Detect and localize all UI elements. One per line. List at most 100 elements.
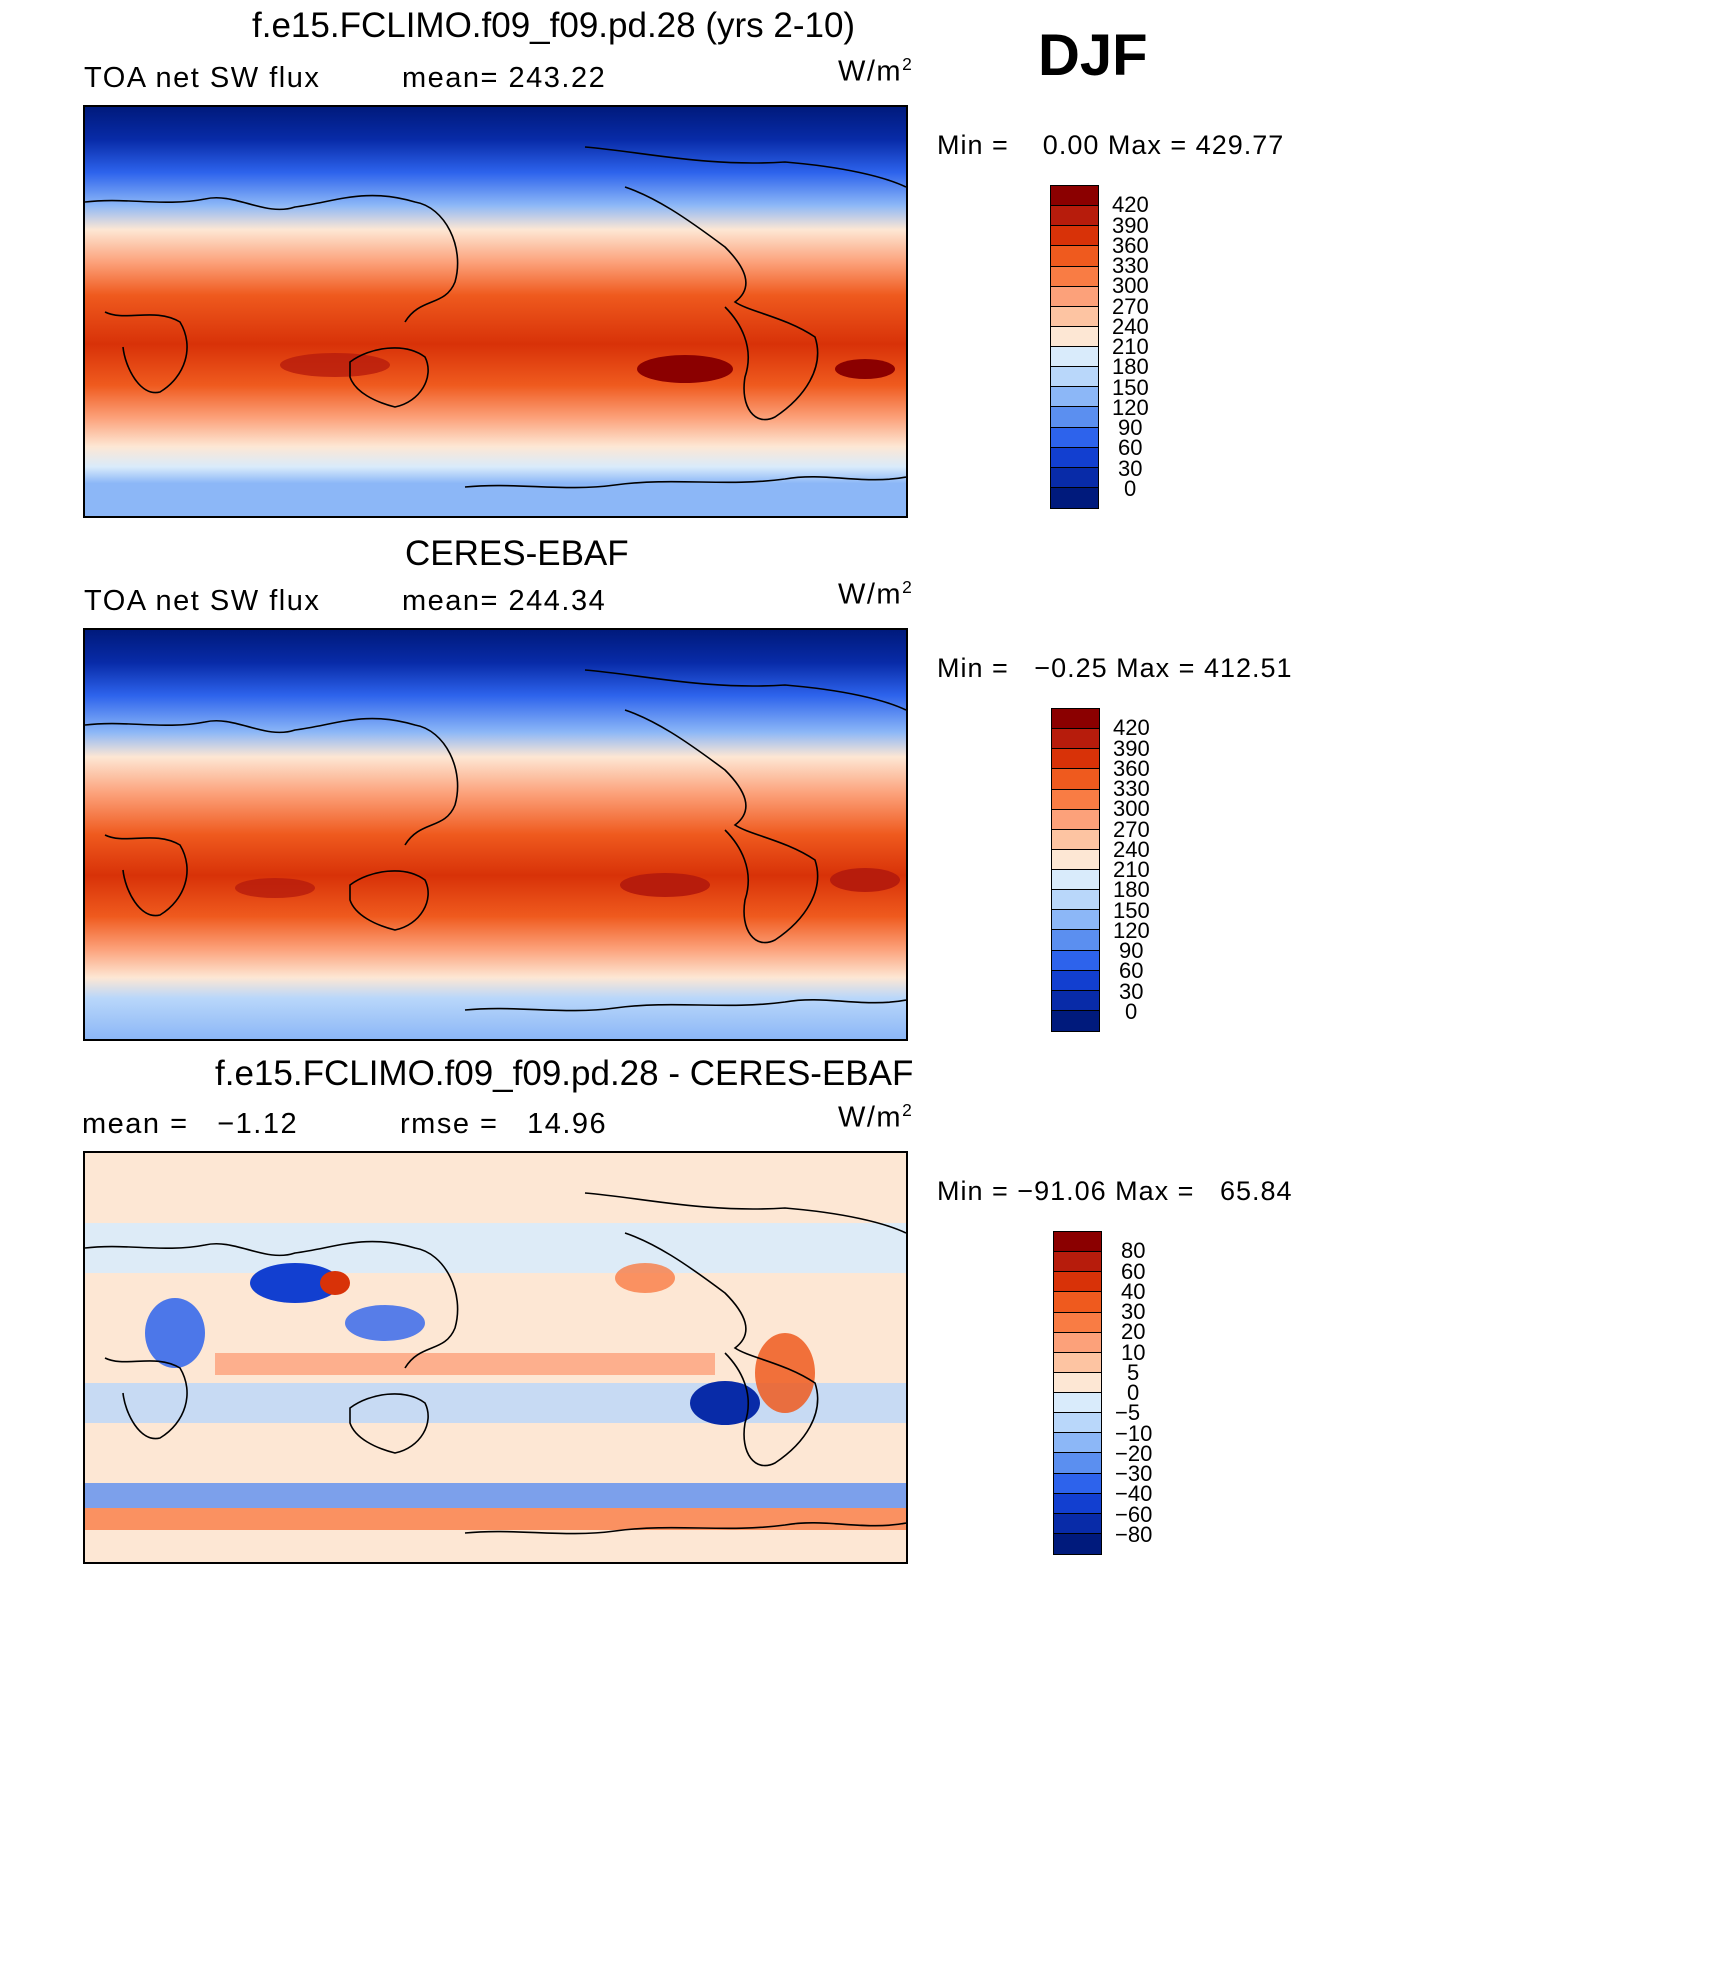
panel-2-colorbar-bin	[1052, 809, 1099, 830]
panel-1-colorbar-bin	[1051, 387, 1098, 408]
panel-3-blob	[250, 1263, 340, 1303]
colorbar-tick-label: −20	[1115, 1440, 1153, 1466]
panel-2-maximum-blob-atlantic	[830, 868, 900, 892]
panel-3-colorbar-bin	[1054, 1252, 1101, 1273]
colorbar-tick-label: 390	[1113, 735, 1150, 761]
panel-2-colorbar-bin	[1052, 890, 1099, 911]
panel-3-blob	[615, 1263, 675, 1293]
panel-3-colorbar-bin	[1054, 1312, 1101, 1333]
panel-3-blob	[690, 1381, 760, 1425]
panel-2-colorbar-bin	[1052, 789, 1099, 810]
panel-3-coastlines	[85, 1192, 906, 1535]
panel-3-colorbar-bin	[1054, 1473, 1101, 1494]
panel-3-field-band	[85, 1223, 906, 1273]
panel-1-maximum-blob	[637, 355, 733, 383]
panel-1-colorbar	[1050, 185, 1099, 509]
panel-1-colorbar-bin	[1051, 186, 1098, 207]
panel-3-colorbar-bin	[1054, 1393, 1101, 1414]
panel-1-variable-label: TOA net SW flux	[84, 62, 321, 94]
colorbar-tick-label: 120	[1113, 917, 1150, 943]
panel-2-field	[85, 630, 906, 1039]
panel-2-colorbar-bin	[1052, 910, 1099, 931]
colorbar-tick-label: −30	[1115, 1461, 1153, 1486]
panel-2-colorbar	[1051, 708, 1100, 1032]
colorbar-tick-label: −10	[1115, 1420, 1153, 1446]
colorbar-tick-label: 0	[1125, 998, 1138, 1024]
panel-2-coastlines	[85, 669, 906, 1012]
panel-3-colorbar-bin	[1054, 1513, 1101, 1534]
panel-3-blob	[145, 1298, 205, 1368]
panel-1-colorbar-bin	[1051, 286, 1098, 307]
panel-1-maximum-blob-atlantic	[835, 359, 895, 379]
colorbar-tick-label: 0	[1127, 1380, 1140, 1405]
panel-1-colorbar-bin	[1051, 226, 1098, 247]
panel-3-blob	[320, 1271, 350, 1295]
panel-2-colorbar-bin	[1052, 990, 1099, 1011]
panel-3-colorbar-bin	[1054, 1453, 1101, 1474]
panel-2-map	[83, 628, 908, 1041]
colorbar-tick-label: 270	[1112, 293, 1149, 319]
panel-3-colorbar-bin	[1054, 1413, 1101, 1434]
colorbar-tick-label: 420	[1113, 715, 1150, 741]
panel-3-units: W/m2	[838, 1100, 914, 1134]
colorbar-tick-label: 0	[1124, 475, 1137, 501]
colorbar-tick-label: 240	[1112, 313, 1149, 339]
colorbar-tick-label: −5	[1115, 1400, 1141, 1426]
panel-2-colorbar-bin	[1052, 849, 1099, 870]
panel-1-min-max: Min = 0.00 Max = 429.77	[937, 130, 1285, 160]
panel-1-title: f.e15.FCLIMO.f09_f09.pd.28 (yrs 2-10)	[252, 6, 856, 45]
panel-1-map	[83, 105, 908, 518]
panel-3-field-band	[85, 1483, 906, 1508]
panel-2-colorbar-bin	[1052, 749, 1099, 770]
panel-1-colorbar-bin	[1051, 326, 1098, 347]
colorbar-tick-label: −80	[1115, 1521, 1153, 1547]
panel-3-colorbar-bin	[1054, 1433, 1101, 1454]
colorbar-tick-label: 150	[1112, 374, 1149, 400]
panel-3-blob	[345, 1305, 425, 1341]
panel-3-rmse-label: rmse = 14.96	[400, 1108, 608, 1140]
panel-1-colorbar-bin	[1051, 447, 1098, 468]
panel-2-colorbar-bin	[1052, 709, 1099, 730]
panel-2-colorbar-bin	[1052, 930, 1099, 951]
panel-2-maximum-blob	[620, 873, 710, 897]
panel-2-colorbar-bin	[1052, 769, 1099, 790]
panel-3-map	[83, 1151, 908, 1564]
panel-1-coastlines	[85, 146, 906, 489]
panel-2-colorbar-bin	[1052, 829, 1099, 850]
panel-2-min-max: Min = −0.25 Max = 412.51	[937, 653, 1293, 683]
colorbar-tick-label: 360	[1112, 232, 1149, 258]
colorbar-tick-label: −60	[1115, 1501, 1153, 1527]
panel-3-field-band	[215, 1353, 715, 1375]
panel-3-min-max: Min = −91.06 Max = 65.84	[937, 1176, 1293, 1206]
colorbar-tick-label: 20	[1121, 1319, 1146, 1345]
colorbar-tick-label: 80	[1121, 1238, 1146, 1264]
panel-3-colorbar-bin	[1054, 1533, 1101, 1554]
panel-3-map-svg	[85, 1153, 906, 1562]
panel-2-title: CERES-EBAF	[405, 534, 629, 573]
panel-1-colorbar-bin	[1051, 367, 1098, 388]
colorbar-tick-label: −40	[1115, 1481, 1153, 1507]
panel-1-colorbar-bin	[1051, 407, 1098, 428]
panel-2-indian-ocean-max	[235, 878, 315, 898]
colorbar-tick-label: 180	[1112, 354, 1149, 380]
panel-1-colorbar-bin	[1051, 266, 1098, 287]
panel-1-colorbar-bin	[1051, 306, 1098, 327]
colorbar-tick-label: 60	[1119, 958, 1144, 984]
colorbar-tick-label: 90	[1118, 415, 1143, 440]
season-label: DJF	[1038, 23, 1148, 88]
colorbar-tick-label: 210	[1113, 857, 1150, 882]
panel-2-colorbar-bin	[1052, 729, 1099, 750]
colorbar-tick-label: 300	[1112, 273, 1149, 299]
panel-3-field-band	[85, 1508, 906, 1530]
colorbar-tick-label: 150	[1113, 897, 1150, 923]
panel-2-colorbar-bin	[1052, 950, 1099, 971]
panel-1-colorbar-bin	[1051, 467, 1098, 488]
colorbar-tick-label: 270	[1113, 816, 1150, 842]
panel-1-colorbar-bin	[1051, 246, 1098, 267]
colorbar-tick-label: 120	[1112, 394, 1149, 420]
panel-3-colorbar-bin	[1054, 1232, 1101, 1253]
panel-2-colorbar-bin	[1052, 870, 1099, 891]
colorbar-tick-label: 390	[1112, 212, 1149, 238]
panel-1-colorbar-bin	[1051, 347, 1098, 368]
colorbar-tick-label: 5	[1127, 1359, 1140, 1385]
